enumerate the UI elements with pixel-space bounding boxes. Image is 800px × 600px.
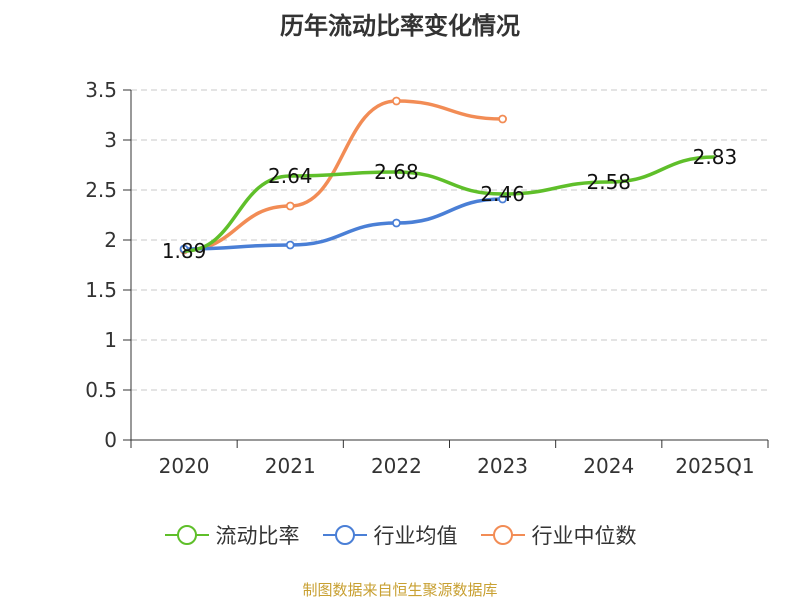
legend-marker-industry-median <box>480 525 525 545</box>
y-tick-label: 0 <box>104 428 117 452</box>
legend-label-industry-mean: 行业均值 <box>373 524 458 548</box>
data-label: 1.89 <box>162 239 207 263</box>
y-tick-label: 2.5 <box>85 178 117 202</box>
data-label: 2.83 <box>693 145 738 169</box>
x-tick-label: 2025Q1 <box>675 454 754 478</box>
series-point-1 <box>392 218 401 228</box>
series-line-2 <box>184 99 503 252</box>
data-label: 2.68 <box>374 160 419 184</box>
legend-item-industry-mean[interactable]: 行业均值 <box>322 520 458 550</box>
x-tick-label: 2020 <box>159 454 210 478</box>
y-tick-label: 1 <box>104 328 117 352</box>
legend-item-industry-median[interactable]: 行业中位数 <box>480 520 637 550</box>
y-tick-label: 3 <box>104 128 117 152</box>
legend: 流动比率 行业均值 行业中位数 <box>0 520 800 550</box>
legend-label-current-ratio: 流动比率 <box>215 524 300 548</box>
x-tick-label: 2024 <box>583 454 634 478</box>
x-tick-label: 2023 <box>477 454 528 478</box>
y-tick-label: 1.5 <box>85 278 117 302</box>
legend-label-industry-median: 行业中位数 <box>531 524 637 548</box>
legend-marker-current-ratio <box>164 525 209 545</box>
data-label: 2.64 <box>268 164 313 188</box>
y-tick-label: 0.5 <box>85 378 117 402</box>
legend-item-current-ratio[interactable]: 流动比率 <box>164 520 300 550</box>
data-source-note: 制图数据来自恒生聚源数据库 <box>302 581 498 599</box>
series-point-2 <box>285 201 295 211</box>
chart-title: 历年流动比率变化情况 <box>280 12 520 40</box>
series-line-0 <box>184 155 715 253</box>
series-point-2 <box>392 96 401 106</box>
series-line-1 <box>184 197 503 251</box>
y-tick-label: 3.5 <box>85 78 117 102</box>
data-label: 2.58 <box>586 170 631 194</box>
legend-marker-industry-mean <box>322 525 367 545</box>
series-point-2 <box>498 114 507 124</box>
y-tick-label: 2 <box>104 228 117 252</box>
x-tick-label: 2021 <box>265 454 316 478</box>
series-point-1 <box>285 240 295 250</box>
x-tick-label: 2022 <box>371 454 422 478</box>
data-label: 2.46 <box>480 182 525 206</box>
